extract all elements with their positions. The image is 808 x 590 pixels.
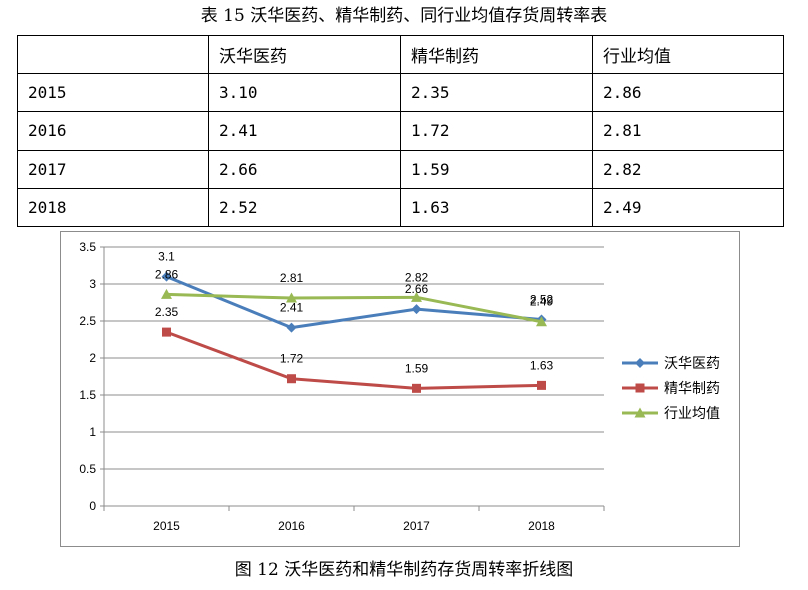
header-cell-wohua: 沃华医药 <box>208 34 401 75</box>
data-point <box>537 380 546 390</box>
value-cell: 3.10 <box>208 73 401 113</box>
legend-marker <box>635 358 645 368</box>
y-tick-label: 1 <box>89 425 96 439</box>
series-line-3 <box>166 292 542 324</box>
value-cell: 2.82 <box>592 149 784 189</box>
x-tick-label: 2016 <box>278 519 305 533</box>
data-point <box>286 322 297 333</box>
y-tick-label: 3 <box>89 277 96 291</box>
series-line-1 <box>165 275 542 330</box>
data-label: 2.81 <box>280 271 304 285</box>
figure-caption: 图 12 沃华医药和精华制药存货周转率折线图 <box>234 560 574 580</box>
series-line-2 <box>165 330 542 390</box>
year-cell: 2017 <box>17 149 209 189</box>
table-row: 2017 2.66 1.59 2.82 <box>17 149 784 189</box>
legend-label: 沃华医药 <box>664 355 720 371</box>
year-cell: 2016 <box>17 111 209 151</box>
data-label: 2.49 <box>530 295 554 309</box>
data-label: 3.1 <box>158 250 175 264</box>
data-label: 2.52 <box>530 293 554 307</box>
value-cell: 2.35 <box>400 73 593 113</box>
data-label: 2.66 <box>405 282 429 296</box>
chart-frame: 0 0.5 1 1.5 2 2.5 3 3.5 2015 2016 2017 2018 3.1 2.41 2… <box>60 231 740 547</box>
value-cell: 1.63 <box>400 187 593 228</box>
header-cell-jinghua: 精华制药 <box>400 34 593 75</box>
legend-label: 精华制药 <box>664 380 720 396</box>
value-cell: 2.49 <box>592 187 784 228</box>
x-tick-label: 2017 <box>403 519 430 533</box>
table-header-row: 沃华医药 精华制药 行业均值 <box>17 34 784 75</box>
y-tick-label: 2.5 <box>79 314 96 328</box>
value-cell: 2.81 <box>592 111 784 151</box>
value-cell: 1.72 <box>400 111 593 151</box>
table-title: 表 15 沃华医药、精华制药、同行业均值存货周转率表 <box>200 6 608 26</box>
value-cell: 1.59 <box>400 149 593 189</box>
y-tick-label: 3.5 <box>79 240 96 254</box>
data-point <box>412 383 421 393</box>
legend-marker <box>634 407 646 418</box>
data-point <box>162 327 171 337</box>
y-tick-label: 2 <box>89 351 96 365</box>
legend-marker <box>635 383 645 393</box>
data-label: 1.59 <box>405 361 429 375</box>
data-label: 1.72 <box>280 352 304 366</box>
value-cell: 2.41 <box>208 111 401 151</box>
y-tick-label: 0.5 <box>79 462 96 476</box>
value-cell: 2.66 <box>208 149 401 189</box>
data-label: 2.86 <box>155 267 179 281</box>
y-tick-label: 0 <box>89 499 96 513</box>
data-point <box>411 291 422 302</box>
data-label: 2.41 <box>280 301 304 315</box>
value-cell: 2.86 <box>592 73 784 113</box>
data-point <box>161 271 172 282</box>
data-point <box>287 374 296 384</box>
x-tick-label: 2015 <box>153 519 180 533</box>
legend-label: 行业均值 <box>664 405 720 421</box>
data-point <box>411 304 422 315</box>
table-row: 2018 2.52 1.63 2.49 <box>17 187 784 228</box>
data-label: 2.82 <box>405 270 429 284</box>
year-cell: 2018 <box>17 187 209 228</box>
data-point <box>161 288 172 299</box>
inventory-turnover-table: 沃华医药 精华制药 行业均值 2015 3.10 2.35 2.86 2016 … <box>17 34 784 228</box>
data-label: 2.35 <box>155 305 179 319</box>
data-point <box>536 316 547 327</box>
year-cell: 2015 <box>17 73 209 113</box>
table-row: 2016 2.41 1.72 2.81 <box>17 111 784 151</box>
header-cell-empty <box>17 34 209 75</box>
data-label: 1.63 <box>530 358 554 372</box>
x-tick-label: 2018 <box>528 519 555 533</box>
line-chart: 0 0.5 1 1.5 2 2.5 3 3.5 2015 2016 2017 2018 3.1 2.41 2… <box>79 240 720 533</box>
data-point <box>286 292 297 303</box>
value-cell: 2.52 <box>208 187 401 228</box>
table-row: 2015 3.10 2.35 2.86 <box>17 73 784 113</box>
y-tick-label: 1.5 <box>79 388 96 402</box>
header-cell-industry: 行业均值 <box>592 34 784 75</box>
